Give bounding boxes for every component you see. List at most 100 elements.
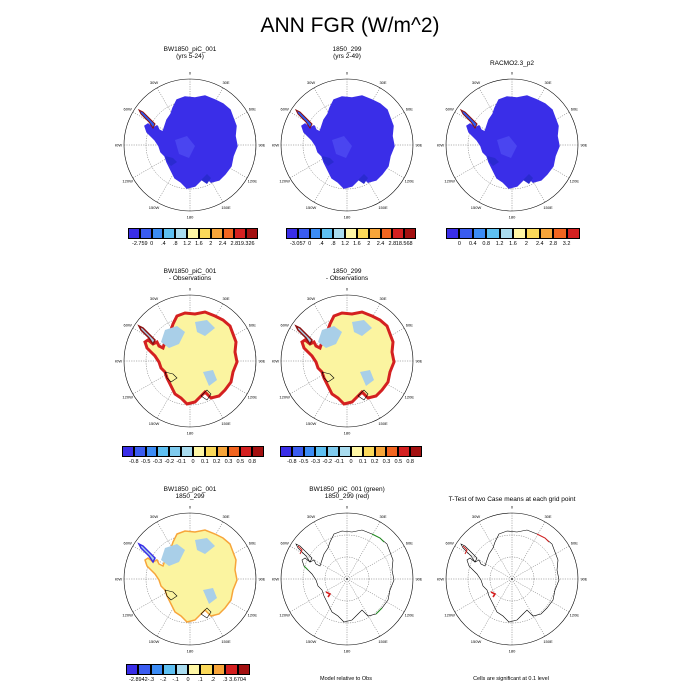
- longitude-label: 150W: [471, 639, 482, 644]
- longitude-label: 120E: [248, 395, 258, 400]
- colorbar-tick-label: -0.2: [164, 459, 175, 465]
- longitude-label: 150W: [149, 421, 160, 426]
- colorbar-swatch: [303, 446, 316, 457]
- colorbar-swatch: [151, 228, 164, 239]
- colorbar-tick-label: 2.8: [549, 241, 558, 247]
- colorbar-swatch: [446, 228, 460, 239]
- longitude-label: 90E: [580, 143, 587, 148]
- map-panel-1850-299-minus-obs: 0 30E 60E 90E 120E 150E 180 150W 120W 90W 60W 30W: [272, 287, 422, 436]
- colorbar-tick-label: 18.568: [395, 241, 413, 247]
- colorbar-tick-label: -0.1: [334, 459, 344, 465]
- longitude-label: 150W: [471, 205, 482, 210]
- ice-shelf: [200, 607, 212, 619]
- map-panel-bw1850: 0 30E 60E 90E 120E 150E 180 150W 120W 90W 60W 30W: [115, 71, 265, 220]
- colorbar-tick-label: 0: [150, 241, 154, 247]
- colorbar-tick-label: 3.2: [562, 241, 571, 247]
- colorbar-tick-label: -0.8: [129, 459, 139, 465]
- colorbar-tick-label: 2.4: [535, 241, 544, 247]
- colorbar-swatch: [374, 446, 387, 457]
- colorbar-tick-label: .2: [210, 677, 216, 683]
- ice-shelf: [523, 174, 533, 184]
- panel-title: BW1850_piC_001 1850_299: [163, 486, 217, 500]
- longitude-label: 120W: [279, 613, 290, 618]
- colorbar-swatch: [362, 446, 375, 457]
- colorbar-swatch: [175, 664, 189, 675]
- panel-title: 1850_299- Observations: [325, 268, 369, 282]
- longitude-label: 30W: [150, 514, 158, 519]
- significant-cells: [297, 545, 303, 555]
- colorbar-swatch: [187, 228, 199, 239]
- longitude-label: 90W: [115, 359, 122, 364]
- meridian-line: [346, 578, 381, 637]
- colorbar-tick-label: 2.4: [218, 241, 227, 247]
- negative-region: [195, 538, 215, 554]
- longitude-label: 30E: [222, 80, 229, 85]
- ice-shelf: [321, 371, 335, 383]
- longitude-label: 90E: [258, 577, 265, 582]
- meridian-line: [289, 545, 348, 580]
- longitude-label: 0: [346, 505, 349, 510]
- colorbar-tick-label: 0.5: [236, 459, 245, 465]
- peninsula-outline: [460, 543, 478, 563]
- colorbar-swatch: [553, 228, 567, 239]
- latitude-circle: [302, 534, 392, 624]
- colorbar-swatch: [169, 446, 182, 457]
- longitude-label: 180: [509, 649, 516, 654]
- colorbar-swatch: [321, 228, 334, 239]
- longitude-label: 0: [189, 505, 192, 510]
- ttest-note: Cells are significant at 0.1 level: [473, 676, 549, 682]
- colorbar-swatch: [345, 228, 357, 239]
- longitude-label: 30E: [379, 296, 386, 301]
- colorbar-swatch: [138, 664, 151, 675]
- colorbar-swatch: [139, 228, 152, 239]
- longitude-label: 30E: [379, 80, 386, 85]
- map-panel-racmo: 0 30E 60E 90E 120E 150E 180 150W 120W 90W 60W 30W: [437, 71, 587, 220]
- ice-shelf: [165, 156, 177, 166]
- colorbar-tick-label: -0.1: [176, 459, 186, 465]
- interior-patch: [332, 136, 352, 158]
- longitude-label: 180: [187, 649, 194, 654]
- colorbar-swatch: [398, 446, 411, 457]
- colorbar-labels: 0 0.4 0.8 1.2 1.6 2 2.4 2.8 3.2: [446, 241, 580, 249]
- map-panel-case-difference: 0 30E 60E 90E 120E 150E 180 150W 120W 90W 60W 30W: [115, 505, 265, 654]
- ice-shelf: [164, 371, 178, 383]
- colorbar-swatch: [126, 664, 139, 675]
- colorbar-tick-label: 0: [186, 677, 190, 683]
- colorbar-swatch: [291, 446, 304, 457]
- colorbar-swatch: [286, 228, 298, 239]
- colorbar-swatch: [234, 228, 247, 239]
- colorbar-tick-label: 0.5: [394, 459, 403, 465]
- longitude-label: 90W: [272, 577, 279, 582]
- longitude-label: 120E: [248, 179, 258, 184]
- colorbar-tick-label: 2.8: [230, 241, 239, 247]
- colorbar-tick-label: 0.4: [468, 241, 477, 247]
- meridian-line: [454, 578, 513, 613]
- outline-note: Model relative to Obs: [320, 676, 372, 682]
- colorbar-tick-label: 3.6704: [229, 677, 247, 683]
- main-title: ANN FGR (W/m^2): [260, 14, 440, 37]
- colorbar-swatch: [280, 446, 292, 457]
- peninsula-field: [294, 108, 313, 129]
- colorbar-swatch: [188, 664, 201, 675]
- colorbar-swatch: [333, 228, 346, 239]
- longitude-label: 30W: [307, 80, 315, 85]
- longitude-label: 150E: [221, 421, 231, 426]
- colorbar-swatch: [356, 228, 369, 239]
- negative-region: [161, 544, 185, 566]
- longitude-label: 150W: [306, 205, 317, 210]
- model-line-green: [303, 565, 309, 571]
- significant-cells: [536, 533, 550, 543]
- longitude-label: 120E: [405, 395, 415, 400]
- longitude-label: 60E: [406, 323, 413, 328]
- longitude-label: 0: [346, 287, 349, 292]
- interior-patch: [497, 136, 517, 158]
- colorbar-tick-label: 0.1: [201, 459, 209, 465]
- longitude-label: 120E: [405, 179, 415, 184]
- colorbar-tick-label: 2.4: [376, 241, 385, 247]
- longitude-label: 30W: [472, 80, 480, 85]
- colorbar-swatch: [198, 228, 211, 239]
- latitude-circle: [489, 556, 535, 602]
- colorbar-tick-label: -2.8942: [129, 677, 148, 683]
- longitude-label: 60E: [406, 541, 413, 546]
- colorbar-swatch: [145, 446, 158, 457]
